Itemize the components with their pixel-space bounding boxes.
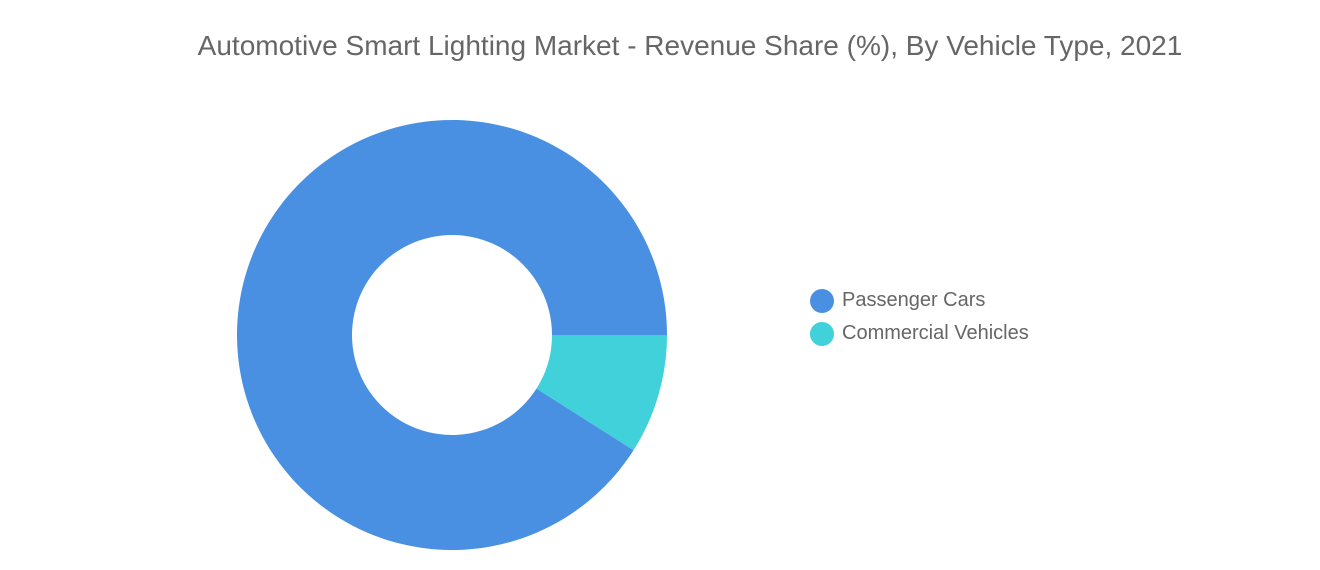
slice-passenger-cars[interactable] [237,119,667,550]
slice-commercial-vehicles[interactable] [536,335,667,451]
legend-item-commercial-vehicles[interactable]: Commercial Vehicles [810,317,1029,350]
legend-item-passenger-cars[interactable]: Passenger Cars [810,284,1029,317]
legend-swatch-commercial-vehicles [810,321,834,346]
legend-swatch-passenger-cars [810,288,834,313]
chart-title: Automotive Smart Lighting Market - Reven… [197,30,1183,61]
legend-label-commercial-vehicles: Commercial Vehicles [842,322,1029,344]
legend-label-passenger-cars: Passenger Cars [842,289,986,311]
legend: Passenger Cars Commercial Vehicles [810,284,1029,350]
